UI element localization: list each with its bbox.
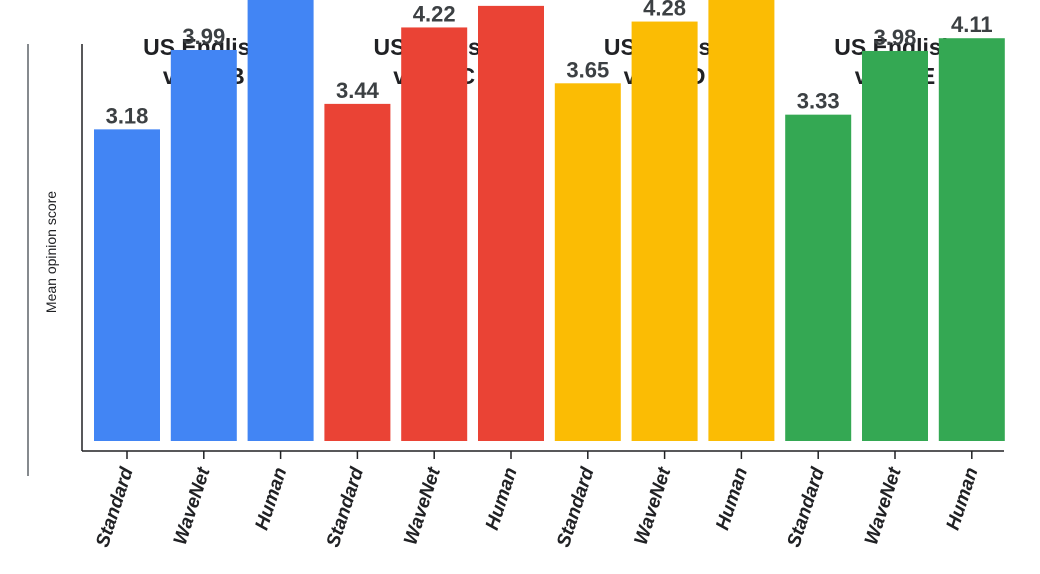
x-tick-label: Human [712,465,752,533]
x-tick-label: Standard [784,465,830,550]
bar [401,27,468,441]
bar-value-label: 4.22 [413,1,456,26]
bar [785,114,852,441]
bar-value-label: 3.44 [336,78,380,103]
x-tick-label: Human [251,465,291,533]
bar-value-label: 4.28 [643,0,686,21]
bar [478,5,544,441]
bar [247,0,314,441]
bar-value-label: 3.99 [182,24,225,49]
bar-value-label: 3.98 [874,25,917,50]
bar [862,50,928,442]
x-tick-label: WaveNet [400,464,445,547]
bar [170,49,237,441]
bar [554,83,621,442]
bar-value-label: 3.18 [106,103,149,128]
x-tick-label: Human [943,465,983,533]
bar-value-label: 4.44 [490,0,534,5]
bar [631,21,698,442]
y-axis-label: Mean opinion score [43,191,59,313]
bar-value-label: 4.11 [951,12,993,37]
bar [938,38,1005,441]
x-tick-label: Standard [553,465,599,550]
bar-value-label: 3.65 [566,57,609,82]
bar-value-label: 3.33 [797,89,840,114]
bar [708,0,775,442]
bar [324,103,391,441]
x-tick-label: Human [482,465,522,533]
x-tick-label: WaveNet [170,464,215,547]
x-tick-label: WaveNet [861,464,906,547]
x-tick-label: WaveNet [631,464,676,547]
x-tick-label: Standard [92,465,138,550]
x-tick-label: Standard [323,465,369,550]
bar [94,129,160,442]
